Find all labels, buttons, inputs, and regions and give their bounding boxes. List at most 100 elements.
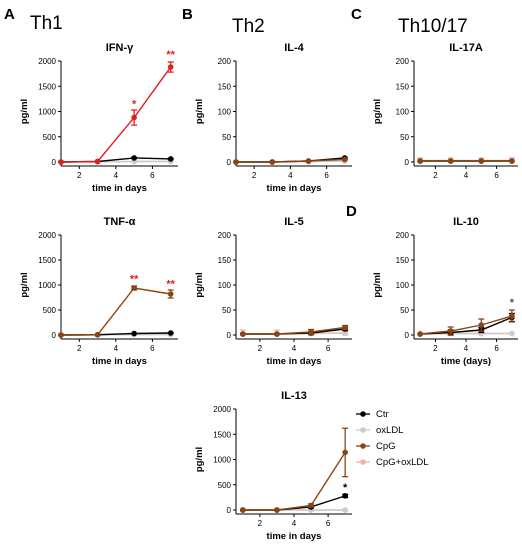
y-tick-label: 200 — [396, 231, 410, 240]
significance-marker: ** — [166, 279, 175, 291]
y-tick-label: 0 — [405, 158, 410, 167]
y-axis-label: pg/ml — [372, 272, 383, 297]
data-point — [341, 156, 348, 163]
data-point — [478, 322, 485, 328]
y-tick-label: 1000 — [213, 456, 231, 465]
group-title-th2: Th2 — [232, 16, 265, 37]
y-tick-label: 0 — [227, 158, 232, 167]
data-point — [274, 331, 280, 337]
legend-marker-cpg-oxldl — [360, 459, 366, 465]
y-tick-label: 2000 — [38, 231, 56, 240]
y-tick-label: 0 — [405, 331, 410, 340]
y-tick-label: 2000 — [213, 405, 231, 414]
data-point — [167, 156, 174, 162]
data-point — [167, 291, 174, 297]
series-line-cpg — [60, 287, 171, 336]
x-tick-label: 6 — [324, 171, 329, 180]
y-tick-label: 500 — [218, 481, 232, 490]
data-point — [274, 507, 280, 513]
data-point — [342, 449, 348, 456]
legend-marker-ctr — [360, 411, 366, 417]
x-tick-label: 2 — [433, 344, 438, 353]
series-cpg — [58, 61, 174, 165]
data-point — [58, 332, 64, 338]
y-axis-label: pg/ml — [372, 99, 383, 124]
y-tick-label: 200 — [218, 231, 232, 240]
data-point — [167, 64, 174, 70]
chart-title: IL-4 — [284, 42, 304, 54]
y-tick-label: 150 — [396, 256, 410, 265]
series-ctr — [240, 326, 349, 337]
chart-il-17a: IL-17A 0 50 100 150 200 2 4 6 pg/ml — [372, 42, 518, 180]
x-tick-label: 4 — [464, 344, 469, 353]
chart-il-4: IL-4 0 50 100 150 200 2 4 6 pg/ml time in days — [194, 42, 352, 194]
data-point — [417, 158, 423, 164]
panel-letter-d: D — [346, 203, 357, 220]
x-tick-label: 6 — [326, 519, 331, 528]
x-tick-label: 6 — [494, 171, 499, 180]
legend-label-cpg: CpG — [376, 441, 396, 452]
x-tick-label: 2 — [77, 344, 82, 353]
x-tick-label: 4 — [292, 519, 297, 528]
y-tick-label: 150 — [218, 82, 232, 91]
legend-label-cpg-oxldl: CpG+oxLDL — [376, 457, 429, 468]
data-point — [509, 158, 515, 164]
series-cpg — [240, 427, 349, 513]
chart-title: TNF-α — [104, 216, 136, 228]
group-title-th1: Th1 — [30, 13, 63, 34]
series-line-ctr — [420, 316, 513, 335]
chart-il-5: IL-5 0 50 100 150 200 2 4 6 pg/ml time in days — [194, 216, 352, 367]
panel-letter-a: A — [4, 6, 15, 23]
x-tick-label: 2 — [433, 171, 438, 180]
y-axis-label: pg/ml — [194, 447, 205, 472]
significance-marker: ** — [130, 274, 139, 286]
y-tick-label: 0 — [52, 158, 57, 167]
x-tick-label: 4 — [114, 344, 119, 353]
series-line-cpg — [242, 452, 346, 511]
chart-il-13: IL-13 0 500 1000 1500 2000 2 4 6 pg/ml time in day… — [194, 390, 352, 542]
data-point — [240, 331, 246, 337]
series-cpg — [417, 309, 515, 337]
data-point — [94, 158, 101, 165]
chart-title: IL-17A — [449, 42, 483, 54]
data-point — [240, 507, 246, 513]
data-point — [447, 328, 454, 334]
data-point — [131, 114, 137, 121]
series-ctr — [58, 155, 174, 165]
x-tick-label: 6 — [150, 344, 155, 353]
y-tick-label: 0 — [227, 331, 232, 340]
data-point — [342, 330, 348, 336]
data-point — [308, 329, 314, 335]
y-axis-label: pg/ml — [19, 99, 30, 124]
y-tick-label: 50 — [222, 306, 231, 315]
data-point — [305, 158, 312, 164]
y-tick-label: 150 — [396, 82, 410, 91]
significance-marker: * — [343, 482, 348, 494]
chart-title: IFN-γ — [106, 42, 134, 54]
series-line-cpg — [420, 315, 513, 335]
series-cpg — [233, 156, 348, 165]
legend-marker-cpg — [360, 443, 366, 449]
chart-title: IL-10 — [453, 216, 479, 228]
y-tick-label: 0 — [227, 506, 232, 515]
chart-title: IL-13 — [281, 390, 307, 402]
chart-tnf: TNF-α 0 500 1000 1500 2000 2 4 6 pg/ml time in day… — [19, 216, 178, 367]
y-axis-label: pg/ml — [194, 99, 205, 124]
data-point — [131, 330, 137, 337]
y-tick-label: 50 — [222, 133, 231, 142]
x-axis-label: time (days) — [441, 356, 491, 367]
group-title-th10-17: Th10/17 — [398, 16, 468, 37]
data-point — [94, 331, 101, 338]
series-cpg — [240, 324, 349, 337]
chart-il-10: IL-10 0 50 100 150 200 2 4 6 pg/ml time (days) * — [372, 216, 518, 367]
data-point — [478, 158, 485, 164]
y-tick-label: 100 — [218, 281, 232, 290]
y-tick-label: 500 — [43, 306, 57, 315]
data-point — [509, 313, 515, 319]
y-tick-label: 0 — [52, 331, 57, 340]
legend-item-cpg-oxldl: CpG+oxLDL — [356, 457, 429, 468]
data-point — [233, 159, 239, 165]
x-tick-label: 2 — [258, 344, 263, 353]
y-tick-label: 100 — [218, 108, 232, 117]
